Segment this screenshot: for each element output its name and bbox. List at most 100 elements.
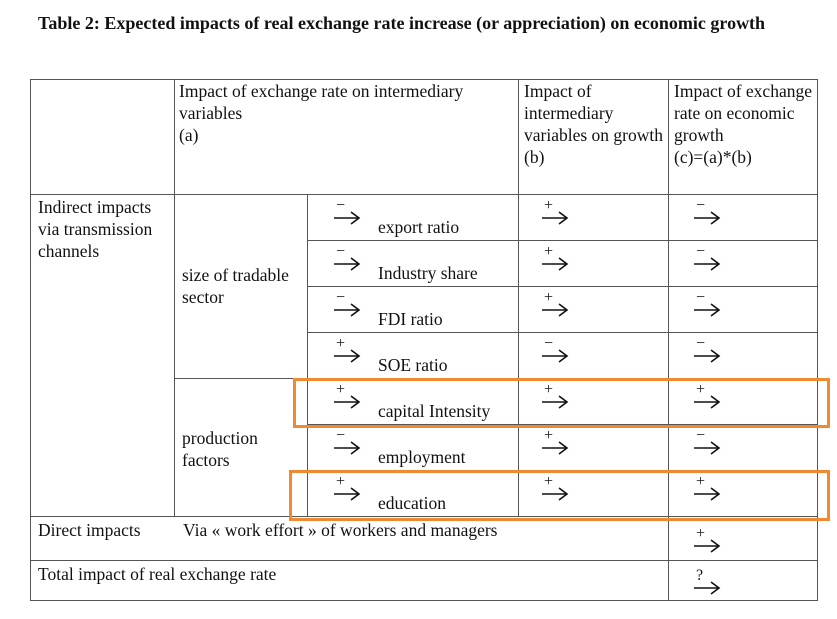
- sign-label: +: [696, 381, 706, 398]
- impact-a-arrow: −: [332, 289, 368, 320]
- sign-label: −: [336, 243, 346, 260]
- row-label: Industry share: [378, 263, 478, 283]
- sign-label: +: [336, 381, 346, 398]
- row-label: SOE ratio: [378, 355, 448, 375]
- row-label: education: [378, 493, 447, 513]
- impact-a-arrow: −: [332, 197, 368, 228]
- impact-a-arrow: +: [332, 473, 368, 504]
- sign-label: −: [696, 197, 706, 214]
- name-col-divider: [307, 194, 308, 516]
- right-arrow-icon: [694, 487, 721, 501]
- sign-label: −: [696, 427, 706, 444]
- right-arrow-icon: [334, 211, 361, 225]
- sign-label: +: [336, 335, 346, 352]
- right-arrow-icon: [542, 395, 569, 409]
- impact-b-arrow: +: [540, 473, 576, 504]
- row-label: export ratio: [378, 217, 460, 237]
- col-b-divider: [518, 79, 519, 516]
- direct-divider: [30, 516, 817, 517]
- right-arrow-icon: [694, 441, 721, 455]
- sign-label: +: [336, 473, 346, 490]
- row-divider: [307, 240, 817, 241]
- table-right-border: [817, 79, 818, 601]
- right-arrow-icon: [542, 303, 569, 317]
- sign-label: ?: [696, 567, 704, 584]
- right-arrow-icon: [542, 441, 569, 455]
- sign-label: +: [544, 427, 554, 444]
- col-c-divider: [668, 79, 669, 600]
- impact-b-arrow: +: [540, 289, 576, 320]
- right-arrow-icon: [334, 441, 361, 455]
- col-a-divider: [174, 79, 175, 516]
- impact-c-arrow: −: [692, 427, 728, 458]
- sign-label: −: [336, 197, 346, 214]
- sign-label: +: [544, 243, 554, 260]
- sign-label: −: [544, 335, 554, 352]
- row-divider: [307, 286, 817, 287]
- row-label: capital Intensity: [378, 401, 491, 421]
- impact-b-arrow: +: [540, 427, 576, 458]
- right-arrow-icon: [334, 303, 361, 317]
- total-impact-arrow: ?: [692, 567, 728, 598]
- right-arrow-icon: [694, 581, 721, 595]
- sign-label: −: [336, 289, 346, 306]
- impact-c-arrow: −: [692, 335, 728, 366]
- right-arrow-icon: [542, 211, 569, 225]
- impact-b-arrow: +: [540, 197, 576, 228]
- impact-a-arrow: −: [332, 243, 368, 274]
- header-divider: [30, 194, 817, 195]
- impact-b-arrow: −: [540, 335, 576, 366]
- sign-label: +: [696, 473, 706, 490]
- impact-b-arrow: +: [540, 382, 576, 412]
- impact-c-arrow: −: [692, 289, 728, 320]
- right-arrow-icon: [694, 395, 721, 409]
- direct-impacts-label: Direct impacts: [38, 520, 141, 540]
- right-arrow-icon: [694, 257, 721, 271]
- right-arrow-icon: [334, 487, 361, 501]
- header-col-c: Impact of exchange rate on economic grow…: [674, 81, 812, 167]
- right-arrow-icon: [542, 487, 569, 501]
- direct-impacts-text: Via « work effort » of workers and manag…: [183, 520, 498, 540]
- direct-impact-arrow: +: [692, 525, 728, 556]
- header-col-a: Impact of exchange rate on intermediary …: [179, 81, 464, 145]
- total-impact-label: Total impact of real exchange rate: [38, 564, 277, 584]
- table-left-border: [30, 79, 31, 600]
- table-bottom-border: [30, 600, 817, 601]
- total-divider: [30, 560, 817, 561]
- indirect-impacts-label: Indirect impacts via transmission channe…: [38, 197, 153, 261]
- row-label: FDI ratio: [378, 309, 443, 329]
- impact-c-arrow: −: [692, 243, 728, 274]
- impact-b-arrow: +: [540, 243, 576, 274]
- education-highlight: [289, 470, 830, 521]
- header-col-b: Impact of intermediary variables on grow…: [524, 81, 663, 167]
- row-divider: [307, 424, 817, 425]
- right-arrow-icon: [542, 257, 569, 271]
- table-top-border: [30, 79, 817, 80]
- right-arrow-icon: [694, 211, 721, 225]
- impact-a-arrow: +: [332, 381, 368, 412]
- sign-label: −: [696, 289, 706, 306]
- right-arrow-icon: [334, 257, 361, 271]
- impact-c-arrow: +: [692, 381, 728, 412]
- sign-label: +: [544, 197, 554, 214]
- production-factors-label: production factors: [182, 428, 258, 470]
- capital-intensity-highlight: [293, 378, 830, 428]
- impact-a-arrow: +: [332, 335, 368, 366]
- right-arrow-icon: [694, 349, 721, 363]
- row-label: employment: [378, 447, 466, 467]
- impact-c-arrow: +: [692, 473, 728, 504]
- tradable-sector-label: size of tradable sector: [182, 265, 289, 307]
- sign-label: −: [336, 427, 346, 444]
- sign-label: +: [544, 289, 554, 306]
- impact-c-arrow: −: [692, 197, 728, 228]
- right-arrow-icon: [694, 303, 721, 317]
- impact-a-arrow: −: [332, 427, 368, 458]
- sign-label: +: [696, 525, 706, 542]
- table-title: Table 2: Expected impacts of real exchan…: [38, 13, 766, 33]
- sign-label: −: [696, 335, 706, 352]
- sign-label: −: [696, 243, 706, 260]
- right-arrow-icon: [694, 539, 721, 553]
- row-divider: [307, 332, 817, 333]
- sign-label: +: [544, 473, 554, 490]
- right-arrow-icon: [334, 395, 361, 409]
